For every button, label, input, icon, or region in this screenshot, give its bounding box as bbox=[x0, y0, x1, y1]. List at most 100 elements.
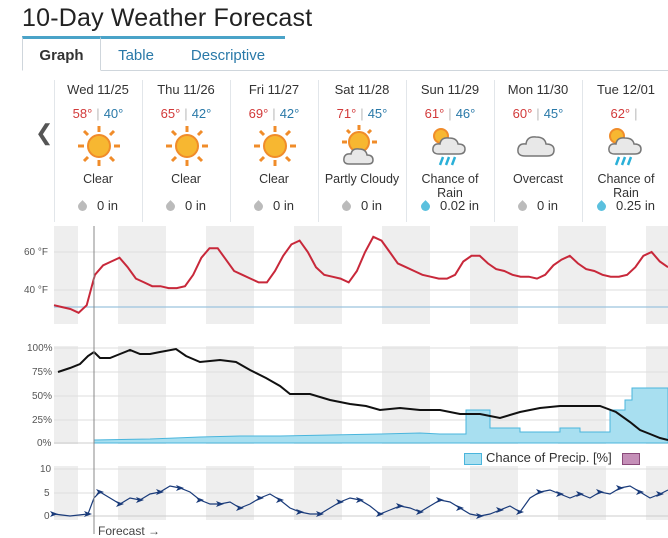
temp-tick: 40 °F bbox=[24, 285, 48, 296]
low-temp: 45° bbox=[543, 106, 564, 121]
wind-tick: 5 bbox=[44, 488, 50, 499]
legend-label: Chance of Precip. [%] bbox=[486, 450, 612, 465]
forecast-label: Forecast → bbox=[98, 524, 161, 538]
low-temp: 45° bbox=[367, 106, 388, 121]
low-temp: 40° bbox=[103, 106, 124, 121]
wind-tick: 10 bbox=[40, 464, 52, 475]
wind-arrow-icon bbox=[136, 497, 144, 503]
wind-arrow-icon bbox=[116, 501, 124, 507]
day-temps: 62° | bbox=[610, 106, 638, 121]
high-temp: 60° bbox=[512, 106, 533, 121]
wind-arrow-icon bbox=[296, 509, 304, 515]
pct-tick: 75% bbox=[32, 367, 52, 378]
day-card[interactable]: Sun 11/29 61° | 46° Chance of Rain 0.02 in bbox=[406, 80, 493, 222]
chart-legend: Chance of Precip. [%] bbox=[464, 450, 640, 465]
condition-label: Partly Cloudy bbox=[324, 172, 400, 186]
wind-arrow-icon bbox=[50, 511, 58, 517]
humidity-line bbox=[57, 347, 668, 441]
wind-arrow-icon bbox=[316, 511, 324, 517]
wind-arrow-icon bbox=[176, 485, 184, 491]
wind-arrow-icon bbox=[416, 509, 424, 515]
wind-arrow-icon bbox=[616, 485, 624, 491]
tab-descriptive[interactable]: Descriptive bbox=[171, 36, 285, 69]
wind-arrow-icon bbox=[496, 507, 504, 513]
wind-arrow-icon bbox=[96, 489, 104, 495]
partly-cloudy-icon bbox=[342, 125, 377, 165]
wind-arrow-icon bbox=[356, 497, 364, 503]
wind-arrow-icon bbox=[396, 503, 404, 509]
wind-arrow-icon bbox=[516, 509, 524, 515]
high-temp: 58° bbox=[72, 106, 93, 121]
raindrop-icon bbox=[252, 200, 265, 213]
forecast-charts: 60 °F 40 °F 100% 75% 50% 25% 0% bbox=[24, 226, 668, 534]
raindrop-icon bbox=[516, 200, 529, 213]
day-name: Sat 11/28 bbox=[334, 82, 390, 97]
wind-arrow-icon bbox=[576, 491, 584, 497]
low-temp: 46° bbox=[455, 106, 476, 121]
day-card[interactable]: Tue 12/01 62° | Chance of Rain 0.25 in bbox=[582, 80, 668, 222]
wind-arrow-icon bbox=[156, 489, 164, 495]
day-card[interactable]: Mon 11/30 60° | 45° Overcast 0 in bbox=[494, 80, 581, 222]
wind-arrow-icon bbox=[196, 497, 204, 503]
condition-label: Chance of Rain bbox=[597, 172, 655, 200]
wind-panel-bg bbox=[54, 466, 668, 520]
wind-tick: 0 bbox=[44, 511, 50, 522]
precip-amount: 0.25 in bbox=[583, 198, 668, 213]
pct-tick: 50% bbox=[32, 391, 52, 402]
precip-chance-area bbox=[93, 387, 668, 444]
sun-icon bbox=[254, 126, 296, 166]
wind-speed-line bbox=[53, 485, 668, 517]
chevron-left-icon[interactable]: ❮ bbox=[35, 120, 54, 145]
precip-amount: 0 in bbox=[55, 198, 141, 213]
temp-tick: 60 °F bbox=[24, 247, 48, 258]
day-temps: 71° | 45° bbox=[336, 106, 388, 121]
tab-graph[interactable]: Graph bbox=[22, 36, 101, 71]
cloud-icon bbox=[517, 136, 555, 157]
temperature-line bbox=[53, 235, 668, 314]
precip-swatch2-icon bbox=[621, 452, 640, 465]
high-temp: 62° bbox=[610, 106, 631, 121]
day-name: Mon 11/30 bbox=[507, 82, 569, 97]
low-temp: 42° bbox=[191, 106, 212, 121]
day-card[interactable]: Wed 11/25 58° | 40° Clear 0 in bbox=[54, 80, 141, 222]
condition-label: Clear bbox=[259, 172, 289, 186]
temperature-panel-bg bbox=[54, 226, 668, 324]
raindrop-icon bbox=[419, 200, 432, 213]
wind-arrow-icon bbox=[636, 489, 644, 495]
day-card[interactable]: Fri 11/27 69° | 42° Clear 0 in bbox=[230, 80, 317, 222]
page-title: 10-Day Weather Forecast bbox=[22, 4, 313, 32]
tab-bar: Graph Table Descriptive bbox=[22, 36, 668, 71]
raindrop-icon bbox=[595, 200, 608, 213]
pct-tick: 100% bbox=[27, 343, 53, 354]
wind-arrow-icon bbox=[456, 505, 464, 511]
wind-arrow-icon bbox=[436, 497, 444, 503]
day-name: Thu 11/26 bbox=[157, 82, 215, 97]
low-temp: 42° bbox=[279, 106, 300, 121]
day-card[interactable]: Thu 11/26 65° | 42° Clear 0 in bbox=[142, 80, 229, 222]
condition-label: Chance of Rain bbox=[421, 172, 479, 200]
wind-direction-markers bbox=[50, 485, 664, 519]
wind-arrow-icon bbox=[276, 497, 284, 503]
high-temp: 61° bbox=[424, 106, 445, 121]
condition-label: Clear bbox=[83, 172, 113, 186]
day-name: Tue 12/01 bbox=[596, 82, 656, 97]
day-strip: Wed 11/25 58° | 40° Clear 0 in Thu 11/26 6… bbox=[54, 80, 668, 222]
pct-tick: 0% bbox=[37, 438, 52, 449]
precip-amount: 0.02 in bbox=[407, 198, 493, 213]
sun-icon bbox=[78, 126, 120, 166]
precip-swatch-icon bbox=[464, 452, 482, 465]
day-card[interactable]: Sat 11/28 71° | 45° Partly Cloudy 0 in bbox=[318, 80, 405, 222]
tab-table[interactable]: Table bbox=[101, 36, 171, 69]
wind-arrow-icon bbox=[336, 499, 344, 505]
condition-label: Overcast bbox=[512, 172, 563, 186]
wind-arrow-icon bbox=[376, 511, 384, 517]
day-name: Fri 11/27 bbox=[248, 82, 300, 97]
wind-arrow-icon bbox=[236, 505, 244, 511]
day-name: Wed 11/25 bbox=[67, 82, 129, 97]
raindrop-icon bbox=[164, 200, 177, 213]
condition-label: Clear bbox=[171, 172, 201, 186]
rain-icon bbox=[608, 128, 642, 166]
precip-amount: 0 in bbox=[319, 198, 405, 213]
rain-icon bbox=[432, 128, 466, 166]
wind-arrow-icon bbox=[536, 489, 544, 495]
